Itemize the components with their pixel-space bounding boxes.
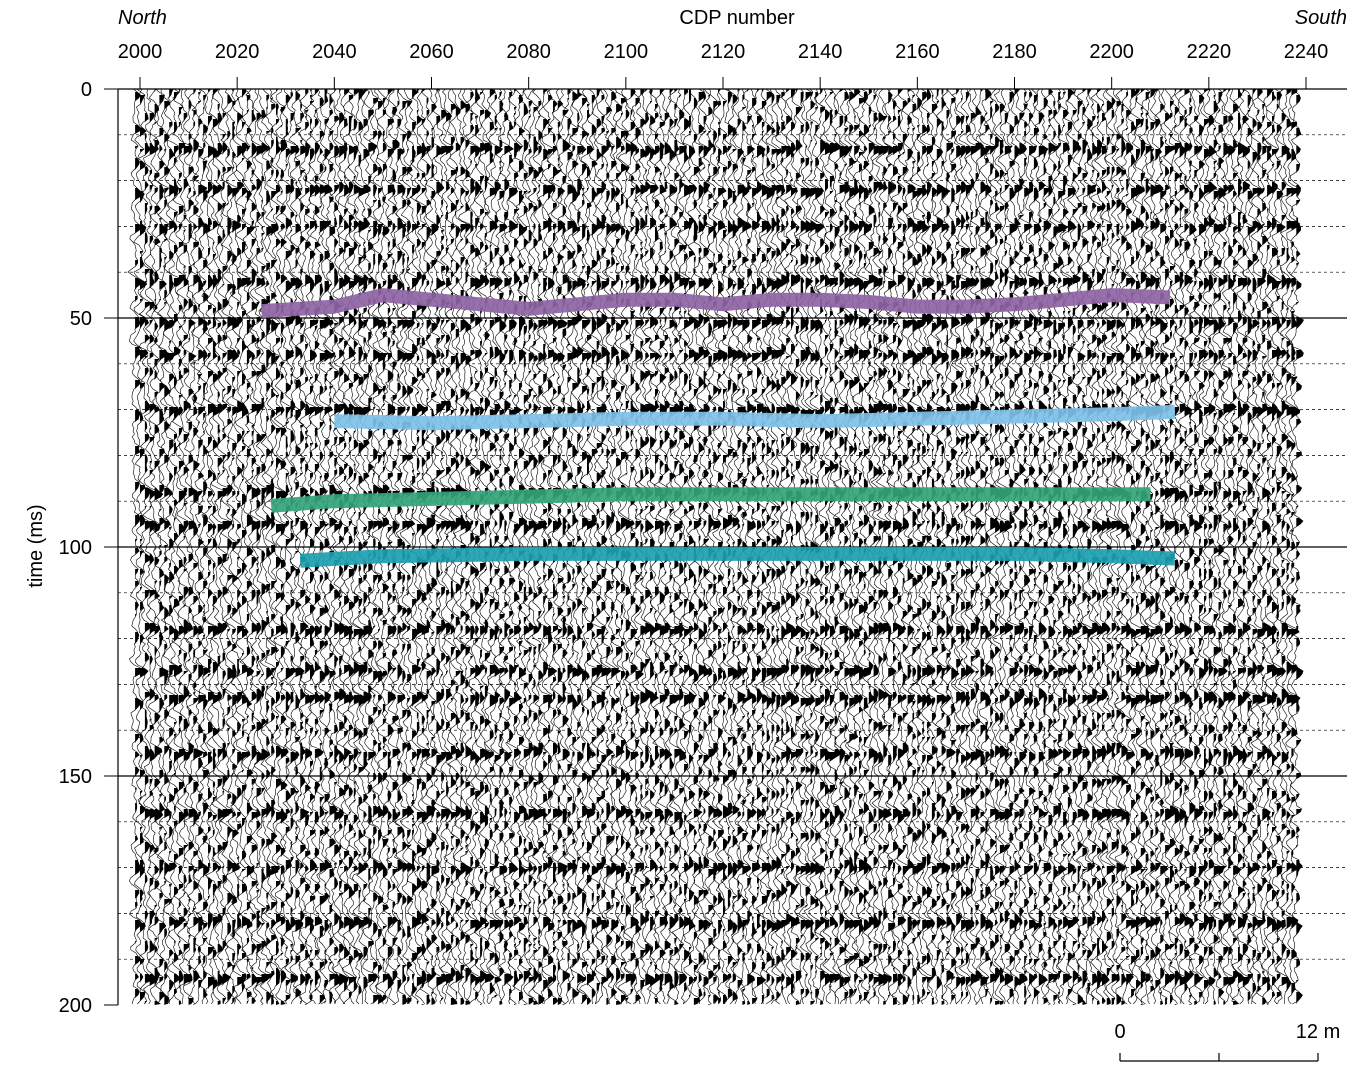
y-axis: 0 50 100 150 200	[59, 79, 119, 1017]
x-tick-label: 2140	[798, 41, 843, 63]
x-tick-label: 2060	[409, 41, 454, 63]
x-tick-label: 2100	[604, 41, 649, 63]
x-tick-label: 2200	[1089, 41, 1134, 63]
x-tick-label: 2000	[118, 41, 163, 63]
x-tick-label: 2120	[701, 41, 746, 63]
y-axis-title: time (ms)	[25, 504, 47, 587]
interpreted-horizons	[261, 288, 1176, 568]
horizon-4	[299, 546, 1176, 568]
scale-bar-end-label: 12 m	[1296, 1021, 1340, 1043]
y-tick-label: 0	[81, 79, 92, 101]
y-tick-label: 100	[59, 537, 92, 559]
horizon-3	[270, 487, 1151, 513]
x-axis: 2000 2020 2040 2060 2080 2100 2120 2140 2160 2180…	[118, 41, 1347, 90]
x-tick-label: 2240	[1284, 41, 1329, 63]
scale-bar-start-label: 0	[1114, 1021, 1125, 1043]
x-tick-label: 2180	[992, 41, 1037, 63]
south-label: South	[1295, 7, 1347, 29]
x-tick-label: 2040	[312, 41, 357, 63]
x-tick-label: 2160	[895, 41, 940, 63]
north-label: North	[118, 7, 167, 29]
y-tick-label: 200	[59, 995, 92, 1017]
x-tick-label: 2220	[1187, 41, 1232, 63]
horizon-2	[334, 404, 1176, 431]
x-tick-label: 2080	[506, 41, 551, 63]
scale-bar: 0 12 m	[1114, 1021, 1340, 1062]
x-axis-title: CDP number	[679, 7, 795, 29]
horizon-1	[261, 288, 1171, 319]
y-tick-label: 150	[59, 766, 92, 788]
y-tick-label: 50	[70, 308, 92, 330]
x-tick-label: 2020	[215, 41, 260, 63]
